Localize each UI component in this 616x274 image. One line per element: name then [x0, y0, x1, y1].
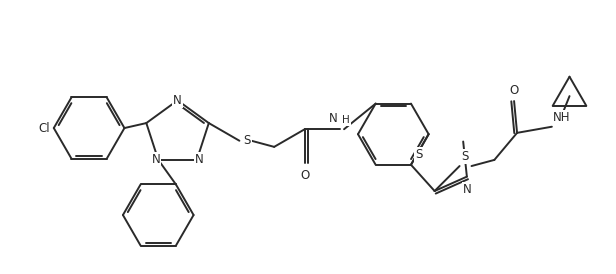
- Text: N: N: [195, 153, 203, 166]
- Text: N: N: [463, 182, 471, 196]
- Text: O: O: [300, 169, 309, 182]
- Text: S: S: [461, 150, 469, 163]
- Text: NH: NH: [553, 111, 570, 124]
- Text: Cl: Cl: [38, 122, 50, 135]
- Text: S: S: [415, 148, 423, 161]
- Text: N: N: [173, 94, 182, 107]
- Text: H: H: [342, 115, 350, 125]
- Text: O: O: [509, 84, 519, 97]
- Text: S: S: [243, 134, 251, 147]
- Text: N: N: [152, 153, 161, 166]
- Text: N: N: [330, 112, 338, 125]
